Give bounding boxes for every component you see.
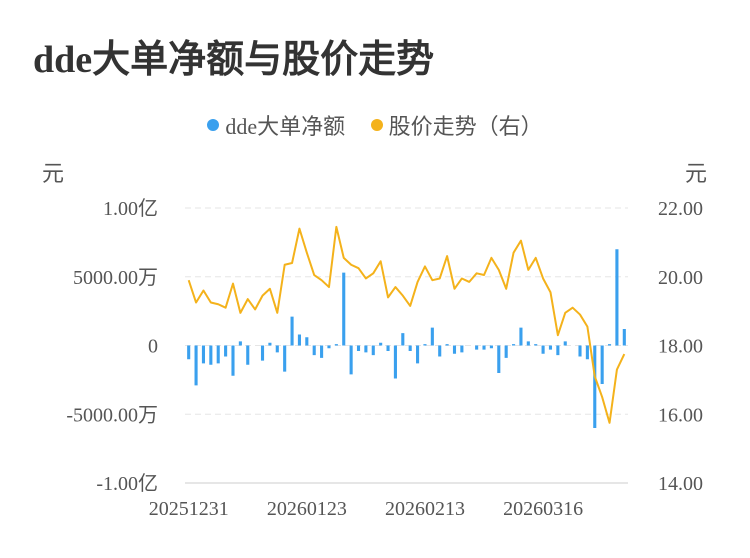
dde-bar <box>275 345 279 353</box>
dde-bar <box>386 345 390 351</box>
dde-bar <box>216 345 220 364</box>
dde-bar <box>445 344 449 346</box>
dde-bar <box>260 345 265 361</box>
bar-series <box>187 249 626 428</box>
dde-bar <box>371 345 375 356</box>
dde-bar <box>482 345 486 350</box>
dde-bar <box>556 345 560 356</box>
dde-bar <box>364 345 368 353</box>
dde-bar <box>430 327 434 346</box>
x-tick-label: 20251231 <box>149 498 229 520</box>
dde-bar <box>504 345 508 358</box>
dde-bar <box>622 329 626 346</box>
right-tick-label: 16.00 <box>658 404 703 426</box>
dde-bar <box>201 345 206 364</box>
line-series <box>187 225 626 424</box>
x-tick-label: 20260123 <box>267 498 347 520</box>
right-axis-ticks: 22.00 20.00 18.00 16.00 14.00 <box>658 198 703 495</box>
x-tick-label: 20260213 <box>385 498 465 520</box>
left-tick-label: 5000.00万 <box>73 267 158 289</box>
legend-dot-price <box>370 119 383 131</box>
left-axis-ticks: 1.00亿 5000.00万 0 -5000.00万 -1.00亿 <box>66 197 158 495</box>
dde-bar <box>327 345 331 349</box>
dde-bar <box>563 341 567 346</box>
legend-item-price[interactable]: 股价走势（右） <box>370 109 543 141</box>
dde-bar <box>268 342 272 346</box>
dde-bar <box>475 345 479 350</box>
dde-bar <box>305 337 309 346</box>
dde-bar <box>356 345 361 351</box>
dde-bar <box>187 345 191 360</box>
dde-bar <box>312 345 316 356</box>
legend-label-dde: dde大单净额 <box>225 114 346 139</box>
dde-bar <box>607 344 612 346</box>
price-line <box>187 225 626 424</box>
left-tick-label: -5000.00万 <box>66 404 158 426</box>
dde-bar <box>231 345 235 376</box>
left-tick-label: 0 <box>148 336 158 358</box>
dde-bar <box>460 345 464 353</box>
dde-bar <box>452 345 457 354</box>
dde-bar <box>438 345 442 357</box>
dde-bar <box>519 327 523 346</box>
dde-bar <box>489 345 493 349</box>
dde-bar <box>297 334 301 346</box>
right-tick-label: 14.00 <box>658 473 703 495</box>
dde-bar <box>423 344 427 346</box>
dde-bar <box>224 345 228 357</box>
dde-bar <box>320 345 324 358</box>
dde-bar <box>290 316 294 346</box>
page-title: dde大单净额与股价走势 <box>33 39 435 81</box>
dde-bar <box>349 345 353 375</box>
dde-bar <box>416 345 420 364</box>
dde-bar <box>600 345 604 384</box>
dde-bar <box>209 345 213 365</box>
right-tick-label: 18.00 <box>658 336 703 358</box>
legend-label-price: 股价走势（右） <box>388 114 543 139</box>
dde-bar <box>578 345 582 357</box>
right-tick-label: 22.00 <box>658 198 703 220</box>
dde-bar <box>379 342 383 346</box>
dde-bar <box>497 345 501 373</box>
dde-bar <box>408 345 412 351</box>
dde-bar <box>548 345 553 350</box>
left-tick-label: -1.00亿 <box>96 472 158 495</box>
dde-bar <box>393 345 397 379</box>
dde-bar <box>585 345 589 360</box>
chart-legend: dde大单净额 股价走势（右） <box>0 109 750 141</box>
dde-bar <box>593 345 597 428</box>
legend-dot-dde <box>207 119 220 131</box>
right-tick-label: 20.00 <box>658 267 703 289</box>
right-axis-unit: 元 <box>684 161 707 186</box>
dde-bar <box>283 345 287 372</box>
left-tick-label: 1.00亿 <box>103 197 158 220</box>
grid-layer <box>185 207 628 484</box>
dde-bar <box>342 272 346 346</box>
dde-bar <box>246 345 250 365</box>
dde-bar <box>526 341 530 346</box>
dde-bar <box>238 341 242 346</box>
dde-bar <box>534 344 538 346</box>
dde-bar <box>194 345 198 386</box>
dde-bar <box>541 345 545 354</box>
dde-bar <box>512 344 516 346</box>
left-axis-unit: 元 <box>42 161 65 186</box>
dde-bar <box>615 249 619 346</box>
x-tick-label: 20260316 <box>503 498 583 520</box>
x-axis-ticks: 20251231 20260123 20260213 20260316 <box>149 498 583 520</box>
dde-bar <box>401 333 405 346</box>
dde-bar <box>334 344 338 346</box>
legend-item-dde[interactable]: dde大单净额 <box>207 109 345 141</box>
